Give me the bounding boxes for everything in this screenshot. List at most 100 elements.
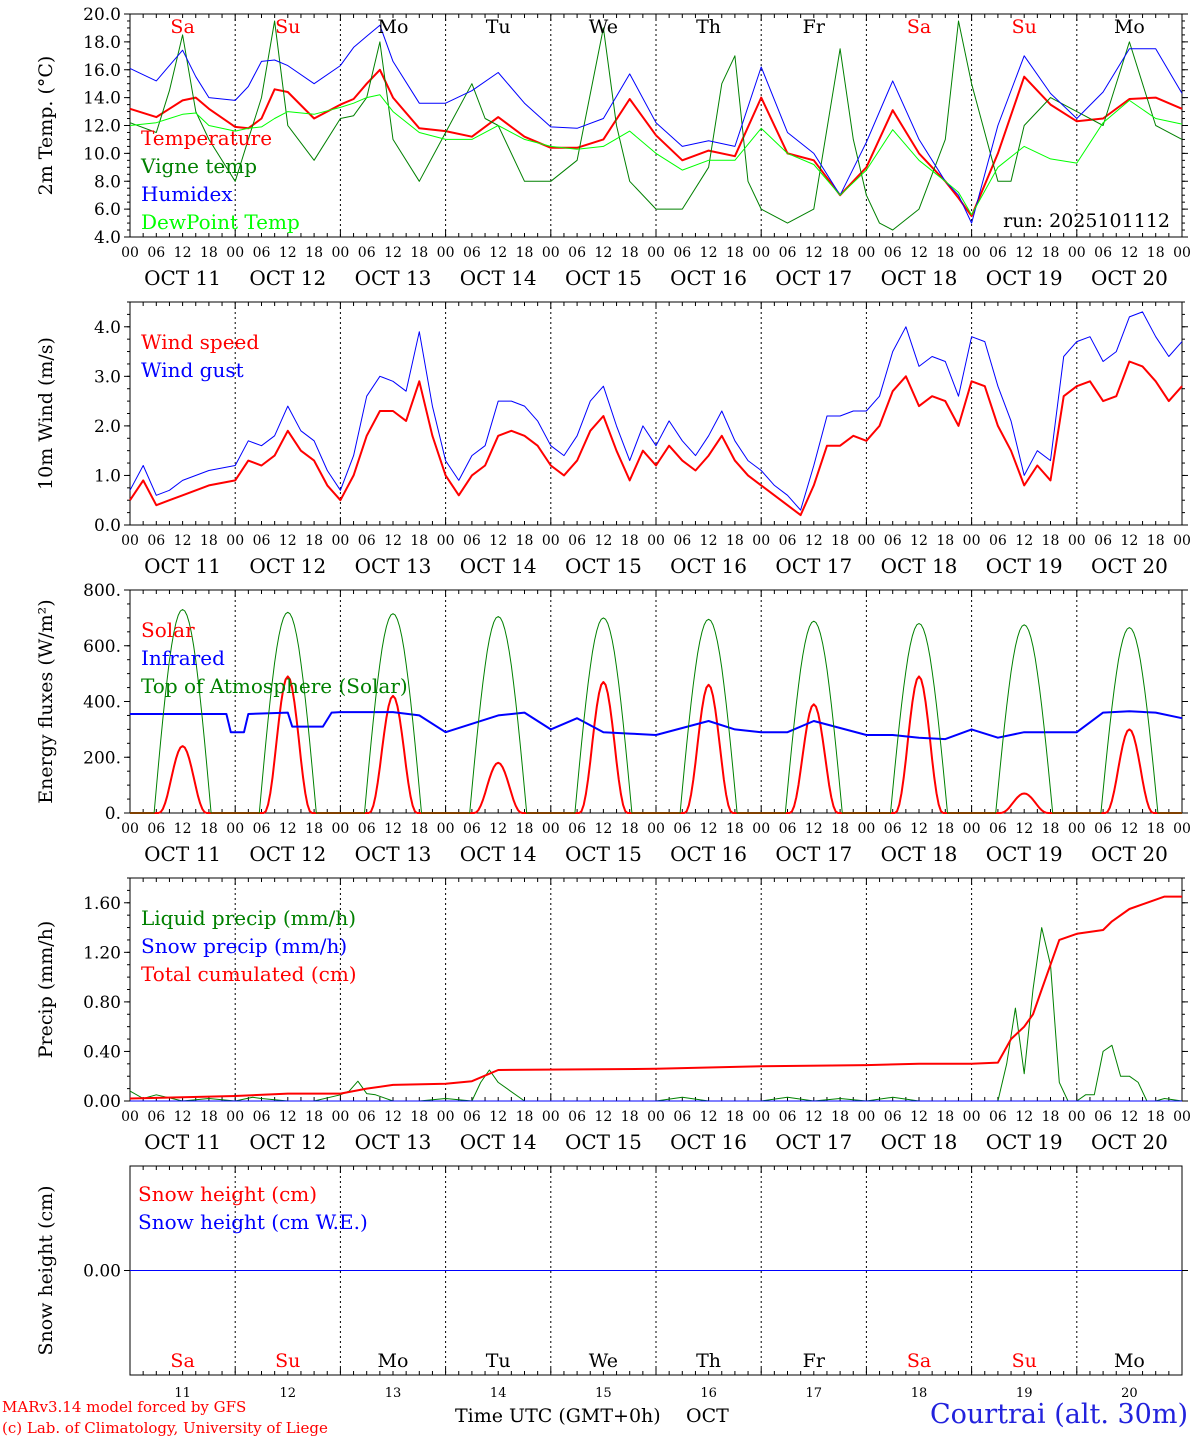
hour-label: 12 (384, 533, 402, 549)
hour-label: 12 (489, 245, 507, 261)
hour-label: 12 (489, 1109, 507, 1125)
hour-label: 18 (726, 1109, 744, 1125)
hour-label: 12 (805, 245, 823, 261)
hour-label: 00 (963, 245, 981, 261)
hour-label: 00 (963, 1109, 981, 1125)
hour-label: 12 (805, 821, 823, 837)
hour-label: 06 (463, 533, 481, 549)
legend-entry: Humidex (141, 182, 233, 206)
weekday-label: Su (275, 16, 300, 38)
hour-label: 12 (1120, 533, 1138, 549)
date-label: OCT 17 (775, 266, 852, 290)
hour-label: 12 (1120, 245, 1138, 261)
y-tick-label: 1.60 (83, 894, 121, 914)
hour-label: 00 (857, 1109, 875, 1125)
hour-label: 00 (437, 533, 455, 549)
hour-label: 00 (542, 1109, 560, 1125)
hour-label: 00 (1173, 533, 1191, 549)
hour-label: 12 (805, 533, 823, 549)
hour-label: 12 (1120, 821, 1138, 837)
hour-label: 12 (1120, 1109, 1138, 1125)
day-of-month-label: 18 (911, 1386, 928, 1401)
hour-label: 12 (489, 533, 507, 549)
y-axis-label: 10m Wind (m/s) (35, 337, 57, 490)
date-label: OCT 19 (986, 554, 1063, 578)
hour-label: 18 (621, 533, 639, 549)
y-tick-label: 4.0 (94, 318, 121, 338)
legend-entry: DewPoint Temp (141, 210, 300, 234)
hour-label: 18 (831, 821, 849, 837)
y-tick-label: 0.00 (83, 1092, 121, 1112)
hour-label: 06 (358, 821, 376, 837)
series-total-cumulated-cm- (129, 895, 1182, 1100)
hour-label: 06 (463, 821, 481, 837)
y-tick-label: 6.0 (94, 200, 121, 220)
date-label: OCT 12 (249, 1130, 326, 1154)
day-of-month-label: 15 (595, 1386, 612, 1401)
date-label: OCT 11 (144, 266, 221, 290)
date-label: OCT 17 (775, 1130, 852, 1154)
legend-entry: Snow height (cm) (138, 1182, 317, 1206)
hour-label: 18 (516, 1109, 534, 1125)
hour-label: 00 (542, 245, 560, 261)
date-label: OCT 19 (986, 842, 1063, 866)
hour-label: 12 (594, 1109, 612, 1125)
weekday-label: Tu (486, 16, 511, 38)
hour-label: 06 (147, 1109, 165, 1125)
hour-label: 12 (910, 1109, 928, 1125)
hour-label: 00 (752, 533, 770, 549)
date-label: OCT 14 (460, 554, 537, 578)
hour-label: 12 (1015, 821, 1033, 837)
hour-label: 06 (673, 821, 691, 837)
legend-entry: Snow precip (mm/h) (141, 934, 347, 958)
legend-entry: Temperature (141, 126, 272, 150)
hour-label: 00 (963, 821, 981, 837)
hour-label: 12 (279, 821, 297, 837)
hour-label: 18 (831, 245, 849, 261)
hour-label: 00 (857, 821, 875, 837)
series-top-of-atmosphere-solar- (130, 609, 1182, 814)
hour-label: 06 (253, 821, 271, 837)
hour-label: 18 (1042, 533, 1060, 549)
hour-label: 18 (200, 245, 218, 261)
hour-label: 00 (1173, 245, 1191, 261)
hour-label: 18 (936, 533, 954, 549)
y-tick-label: 600. (83, 637, 121, 657)
series-vigne-temp (129, 20, 1183, 231)
hour-label: 18 (726, 533, 744, 549)
date-label: OCT 11 (144, 842, 221, 866)
time-axis-label: Time UTC (GMT+0h) (455, 1405, 661, 1427)
hour-label: 00 (647, 245, 665, 261)
hour-label: 00 (647, 1109, 665, 1125)
hour-label: 00 (121, 245, 139, 261)
hour-label: 00 (752, 245, 770, 261)
series-dewpoint-temp (129, 94, 1183, 216)
hour-label: 06 (779, 1109, 797, 1125)
hour-label: 06 (253, 1109, 271, 1125)
series-liquid-precip-mm-h- (129, 927, 1183, 1102)
legend-entry: Top of Atmosphere (Solar) (141, 674, 408, 698)
model-credit: MARv3.14 model forced by GFS (2, 1398, 247, 1416)
hour-label: 12 (1015, 245, 1033, 261)
date-label: OCT 17 (775, 554, 852, 578)
y-tick-label: 800. (83, 581, 121, 601)
y-tick-label: 16.0 (83, 61, 121, 81)
hour-label: 00 (226, 245, 244, 261)
hour-label: 18 (1147, 1109, 1165, 1125)
date-label: OCT 14 (460, 266, 537, 290)
hour-label: 00 (542, 821, 560, 837)
hour-label: 18 (200, 533, 218, 549)
hour-label: 06 (779, 533, 797, 549)
hour-label: 00 (1173, 1109, 1191, 1125)
hour-label: 06 (463, 245, 481, 261)
y-tick-label: 0.40 (83, 1042, 121, 1062)
hour-label: 06 (673, 1109, 691, 1125)
hour-label: 18 (621, 1109, 639, 1125)
day-of-month-label: 17 (806, 1386, 823, 1401)
weekday-label: Sa (170, 1350, 194, 1372)
hour-label: 06 (463, 1109, 481, 1125)
hour-label: 06 (673, 533, 691, 549)
hour-label: 00 (226, 821, 244, 837)
weekday-label: We (589, 1350, 618, 1372)
